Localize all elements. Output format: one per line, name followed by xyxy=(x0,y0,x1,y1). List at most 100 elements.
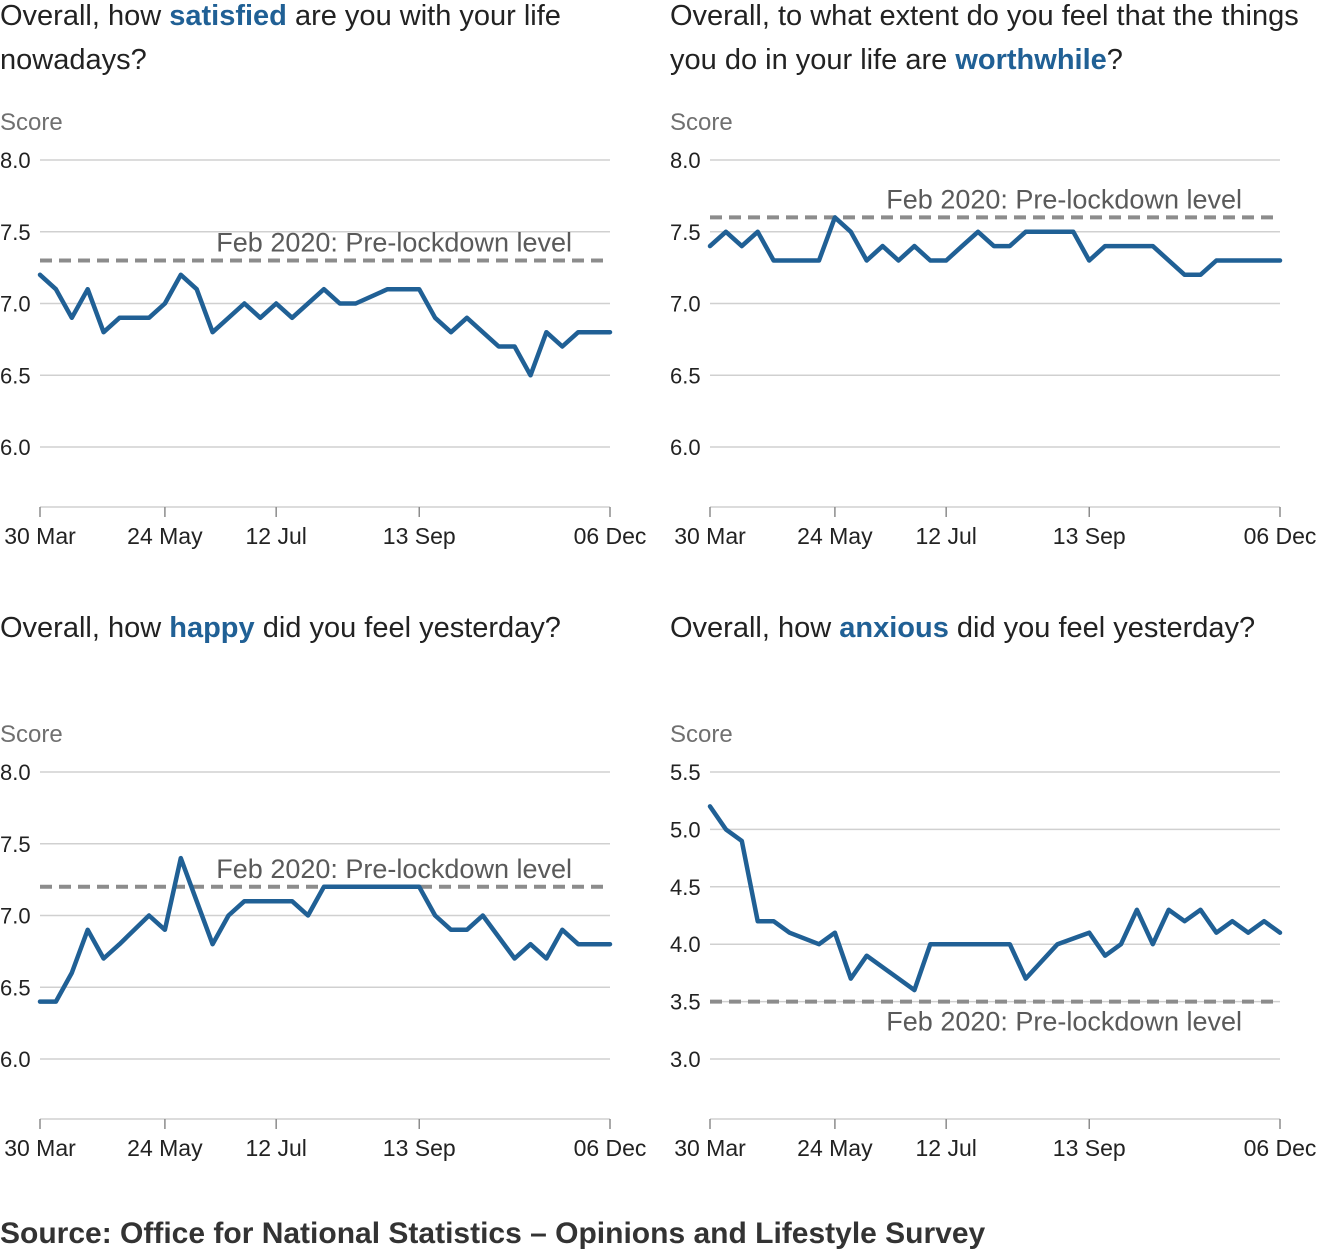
data-point xyxy=(945,260,947,261)
data-point xyxy=(977,231,979,233)
x-tick-label: 12 Jul xyxy=(245,523,306,549)
data-point xyxy=(1152,943,1154,945)
data-point xyxy=(243,303,245,304)
data-point xyxy=(1057,231,1058,233)
panel-happy: Overall, how happy did you feel yesterda… xyxy=(0,612,650,1202)
data-point xyxy=(1057,943,1058,945)
data-point xyxy=(1088,260,1090,261)
data-point xyxy=(1215,260,1217,261)
data-point xyxy=(291,317,293,319)
data-point xyxy=(1200,909,1201,911)
data-point xyxy=(196,900,198,902)
data-point xyxy=(55,1001,57,1003)
title-part: did you feel yesterday? xyxy=(254,612,561,644)
x-tick-label: 30 Mar xyxy=(674,1135,746,1161)
y-axis-label: Score xyxy=(670,721,733,748)
title-keyword: worthwhile xyxy=(955,44,1107,76)
data-point xyxy=(1136,909,1138,911)
data-point xyxy=(450,331,452,333)
x-tick-label: 06 Dec xyxy=(574,1135,647,1161)
data-point xyxy=(709,245,711,247)
data-point xyxy=(87,929,89,931)
data-point xyxy=(977,943,979,945)
series-line xyxy=(37,272,613,378)
data-point xyxy=(418,886,420,888)
y-tick-label: 6.5 xyxy=(670,363,701,388)
data-point xyxy=(561,346,563,347)
y-axis-label: Score xyxy=(670,109,733,136)
data-point xyxy=(577,331,579,333)
title-part: are you with your life nowadays? xyxy=(0,0,561,76)
panel-satisfied: Overall, how satisfied are you with your… xyxy=(0,0,650,590)
y-tick-label: 5.0 xyxy=(670,817,701,842)
data-point xyxy=(913,245,915,247)
data-point xyxy=(307,915,309,916)
data-point xyxy=(418,288,420,290)
data-point xyxy=(514,958,516,959)
title-part: did you feel yesterday? xyxy=(948,612,1256,644)
x-tick-label: 13 Sep xyxy=(383,523,456,549)
x-tick-label: 30 Mar xyxy=(674,523,746,549)
y-tick-label: 5.5 xyxy=(670,760,701,785)
data-point xyxy=(148,317,150,319)
data-point xyxy=(387,886,388,888)
data-point xyxy=(339,886,341,888)
data-point xyxy=(725,828,727,830)
data-point xyxy=(818,260,820,261)
data-point xyxy=(1120,245,1122,247)
data-point xyxy=(103,958,105,959)
y-tick-label: 8.0 xyxy=(670,148,701,173)
data-point xyxy=(834,932,836,934)
data-point xyxy=(212,331,214,333)
data-point xyxy=(1200,274,1201,276)
x-tick-label: 12 Jul xyxy=(915,1135,976,1161)
data-point xyxy=(87,288,89,290)
data-point xyxy=(945,943,947,945)
line-chart: Score 8.0 7.5 7.0 6.5 6.0 30 Mar 24 May 12 Jul 13… xyxy=(0,109,646,549)
x-tick-label: 06 Dec xyxy=(1244,1135,1317,1161)
data-point xyxy=(355,303,357,304)
data-point xyxy=(773,920,775,922)
data-point xyxy=(339,303,341,304)
panel-title: Overall, how happy did you feel yesterda… xyxy=(0,606,640,650)
x-tick-label: 12 Jul xyxy=(915,523,976,549)
data-point xyxy=(1025,231,1027,233)
title-keyword: happy xyxy=(169,612,255,644)
data-point xyxy=(164,303,166,304)
y-tick-label: 4.0 xyxy=(670,932,701,957)
y-tick-label: 6.0 xyxy=(0,435,31,460)
y-tick-label: 7.5 xyxy=(0,220,31,245)
line-chart: Score 8.0 7.5 7.0 6.5 6.0 30 Mar 24 May 12 Jul 13… xyxy=(0,721,647,1161)
data-point xyxy=(466,929,468,931)
x-tick-label: 12 Jul xyxy=(245,1135,306,1161)
data-point xyxy=(1231,260,1233,261)
data-point xyxy=(1215,932,1217,934)
title-keyword: satisfied xyxy=(169,0,287,32)
data-point xyxy=(514,346,516,347)
data-point xyxy=(789,932,790,934)
title-part: Overall, how xyxy=(0,612,170,644)
data-point xyxy=(609,943,611,945)
data-point xyxy=(1168,909,1170,911)
data-point xyxy=(71,972,73,974)
data-point xyxy=(609,331,611,333)
data-point xyxy=(275,900,277,902)
data-point xyxy=(1072,231,1074,233)
title-part: Overall, to what extent do you feel that… xyxy=(670,0,1299,76)
data-point xyxy=(593,943,595,945)
x-tick-label: 13 Sep xyxy=(1053,1135,1126,1161)
data-point xyxy=(1231,920,1233,922)
data-point xyxy=(741,245,743,247)
data-point xyxy=(929,260,931,261)
data-point xyxy=(961,943,963,945)
data-point xyxy=(1247,932,1249,934)
data-point xyxy=(866,260,868,261)
data-point xyxy=(402,886,404,888)
data-point xyxy=(929,943,931,945)
data-point xyxy=(866,955,868,957)
title-keyword: anxious xyxy=(839,612,949,644)
y-tick-label: 7.0 xyxy=(670,292,701,317)
data-point xyxy=(402,288,404,290)
data-point xyxy=(882,245,884,247)
y-tick-label: 6.5 xyxy=(0,975,31,1000)
